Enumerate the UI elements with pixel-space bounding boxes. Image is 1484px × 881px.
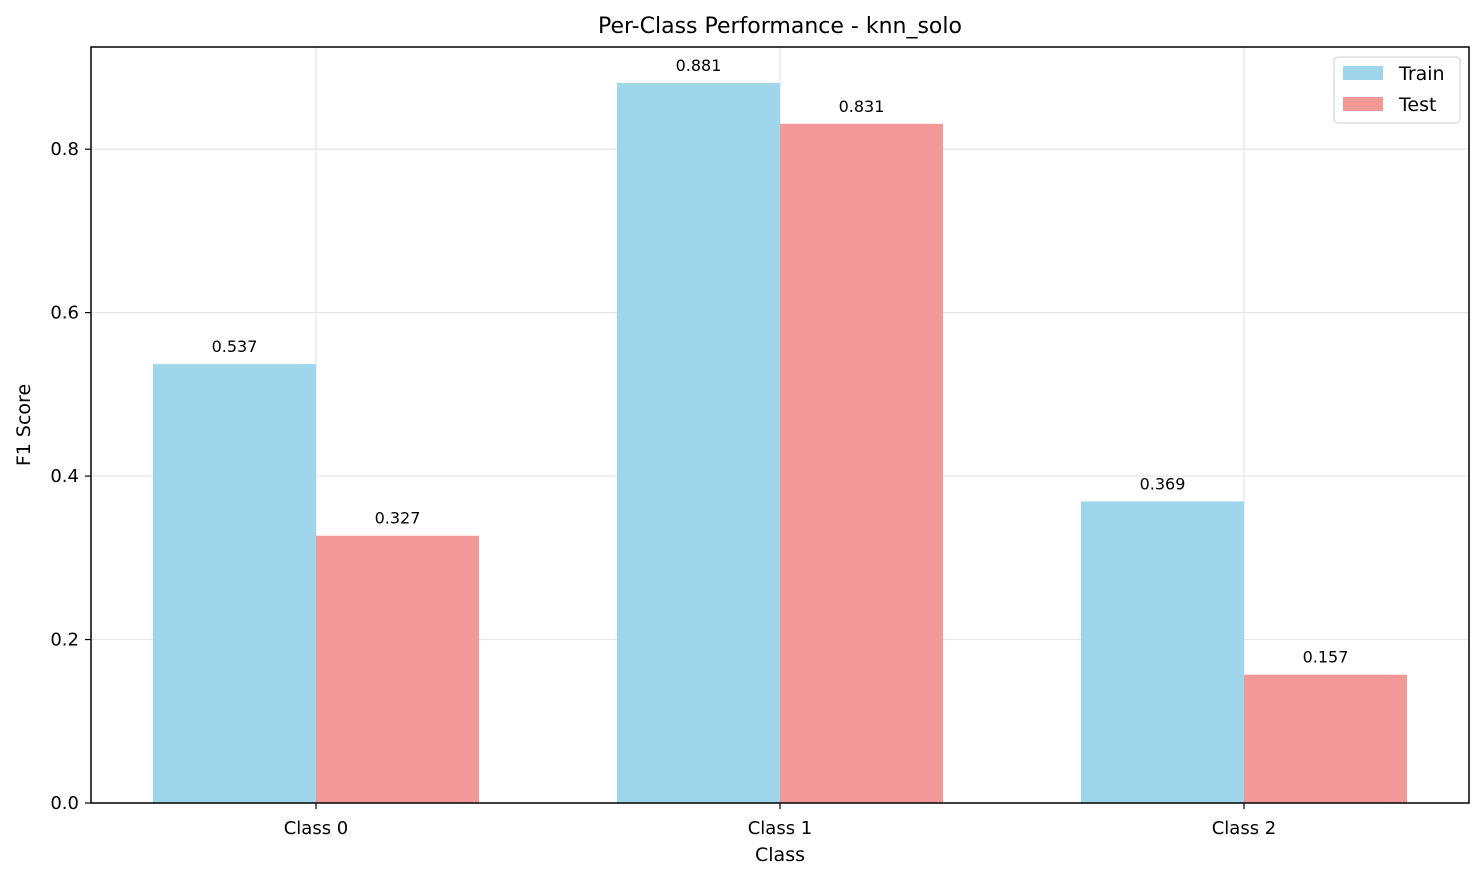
x-tick-label: Class 0 [284, 818, 349, 839]
data-labels-group: 0.537 0.881 0.369 0.327 0.831 0.157 [212, 56, 1349, 667]
bar-train-class-0 [153, 364, 316, 803]
x-tick-label: Class 2 [1212, 818, 1277, 839]
y-tick-label: 0.6 [50, 303, 79, 324]
y-axis: 0.0 0.2 0.4 0.6 0.8 [50, 139, 91, 814]
bars-group [153, 82, 1407, 804]
legend-swatch-train [1343, 66, 1383, 80]
bar-test-class-1 [780, 123, 943, 804]
y-tick-label: 0.4 [50, 466, 79, 487]
data-label-train-class-1: 0.881 [676, 56, 722, 75]
data-label-test-class-1: 0.831 [839, 97, 885, 116]
bar-train-class-1 [617, 82, 780, 804]
chart-title: Per-Class Performance - knn_solo [598, 14, 962, 39]
x-axis: Class 0 Class 1 Class 2 [284, 803, 1277, 839]
bar-test-class-0 [316, 535, 479, 803]
y-axis-label: F1 Score [13, 384, 35, 466]
data-label-train-class-2: 0.369 [1140, 474, 1186, 493]
legend-label-train: Train [1398, 63, 1445, 85]
x-tick-label: Class 1 [748, 818, 813, 839]
y-tick-label: 0.2 [50, 630, 79, 651]
data-label-train-class-0: 0.537 [212, 337, 258, 356]
x-axis-label: Class [755, 844, 805, 866]
y-tick-label: 0.0 [50, 793, 79, 814]
legend-label-test: Test [1398, 94, 1436, 116]
bar-test-class-2 [1244, 674, 1407, 803]
bar-train-class-2 [1081, 501, 1244, 803]
data-label-test-class-2: 0.157 [1303, 648, 1349, 667]
legend: Train Test [1333, 56, 1461, 124]
y-tick-label: 0.8 [50, 139, 79, 160]
legend-swatch-test [1343, 97, 1383, 111]
data-label-test-class-0: 0.327 [375, 509, 421, 528]
